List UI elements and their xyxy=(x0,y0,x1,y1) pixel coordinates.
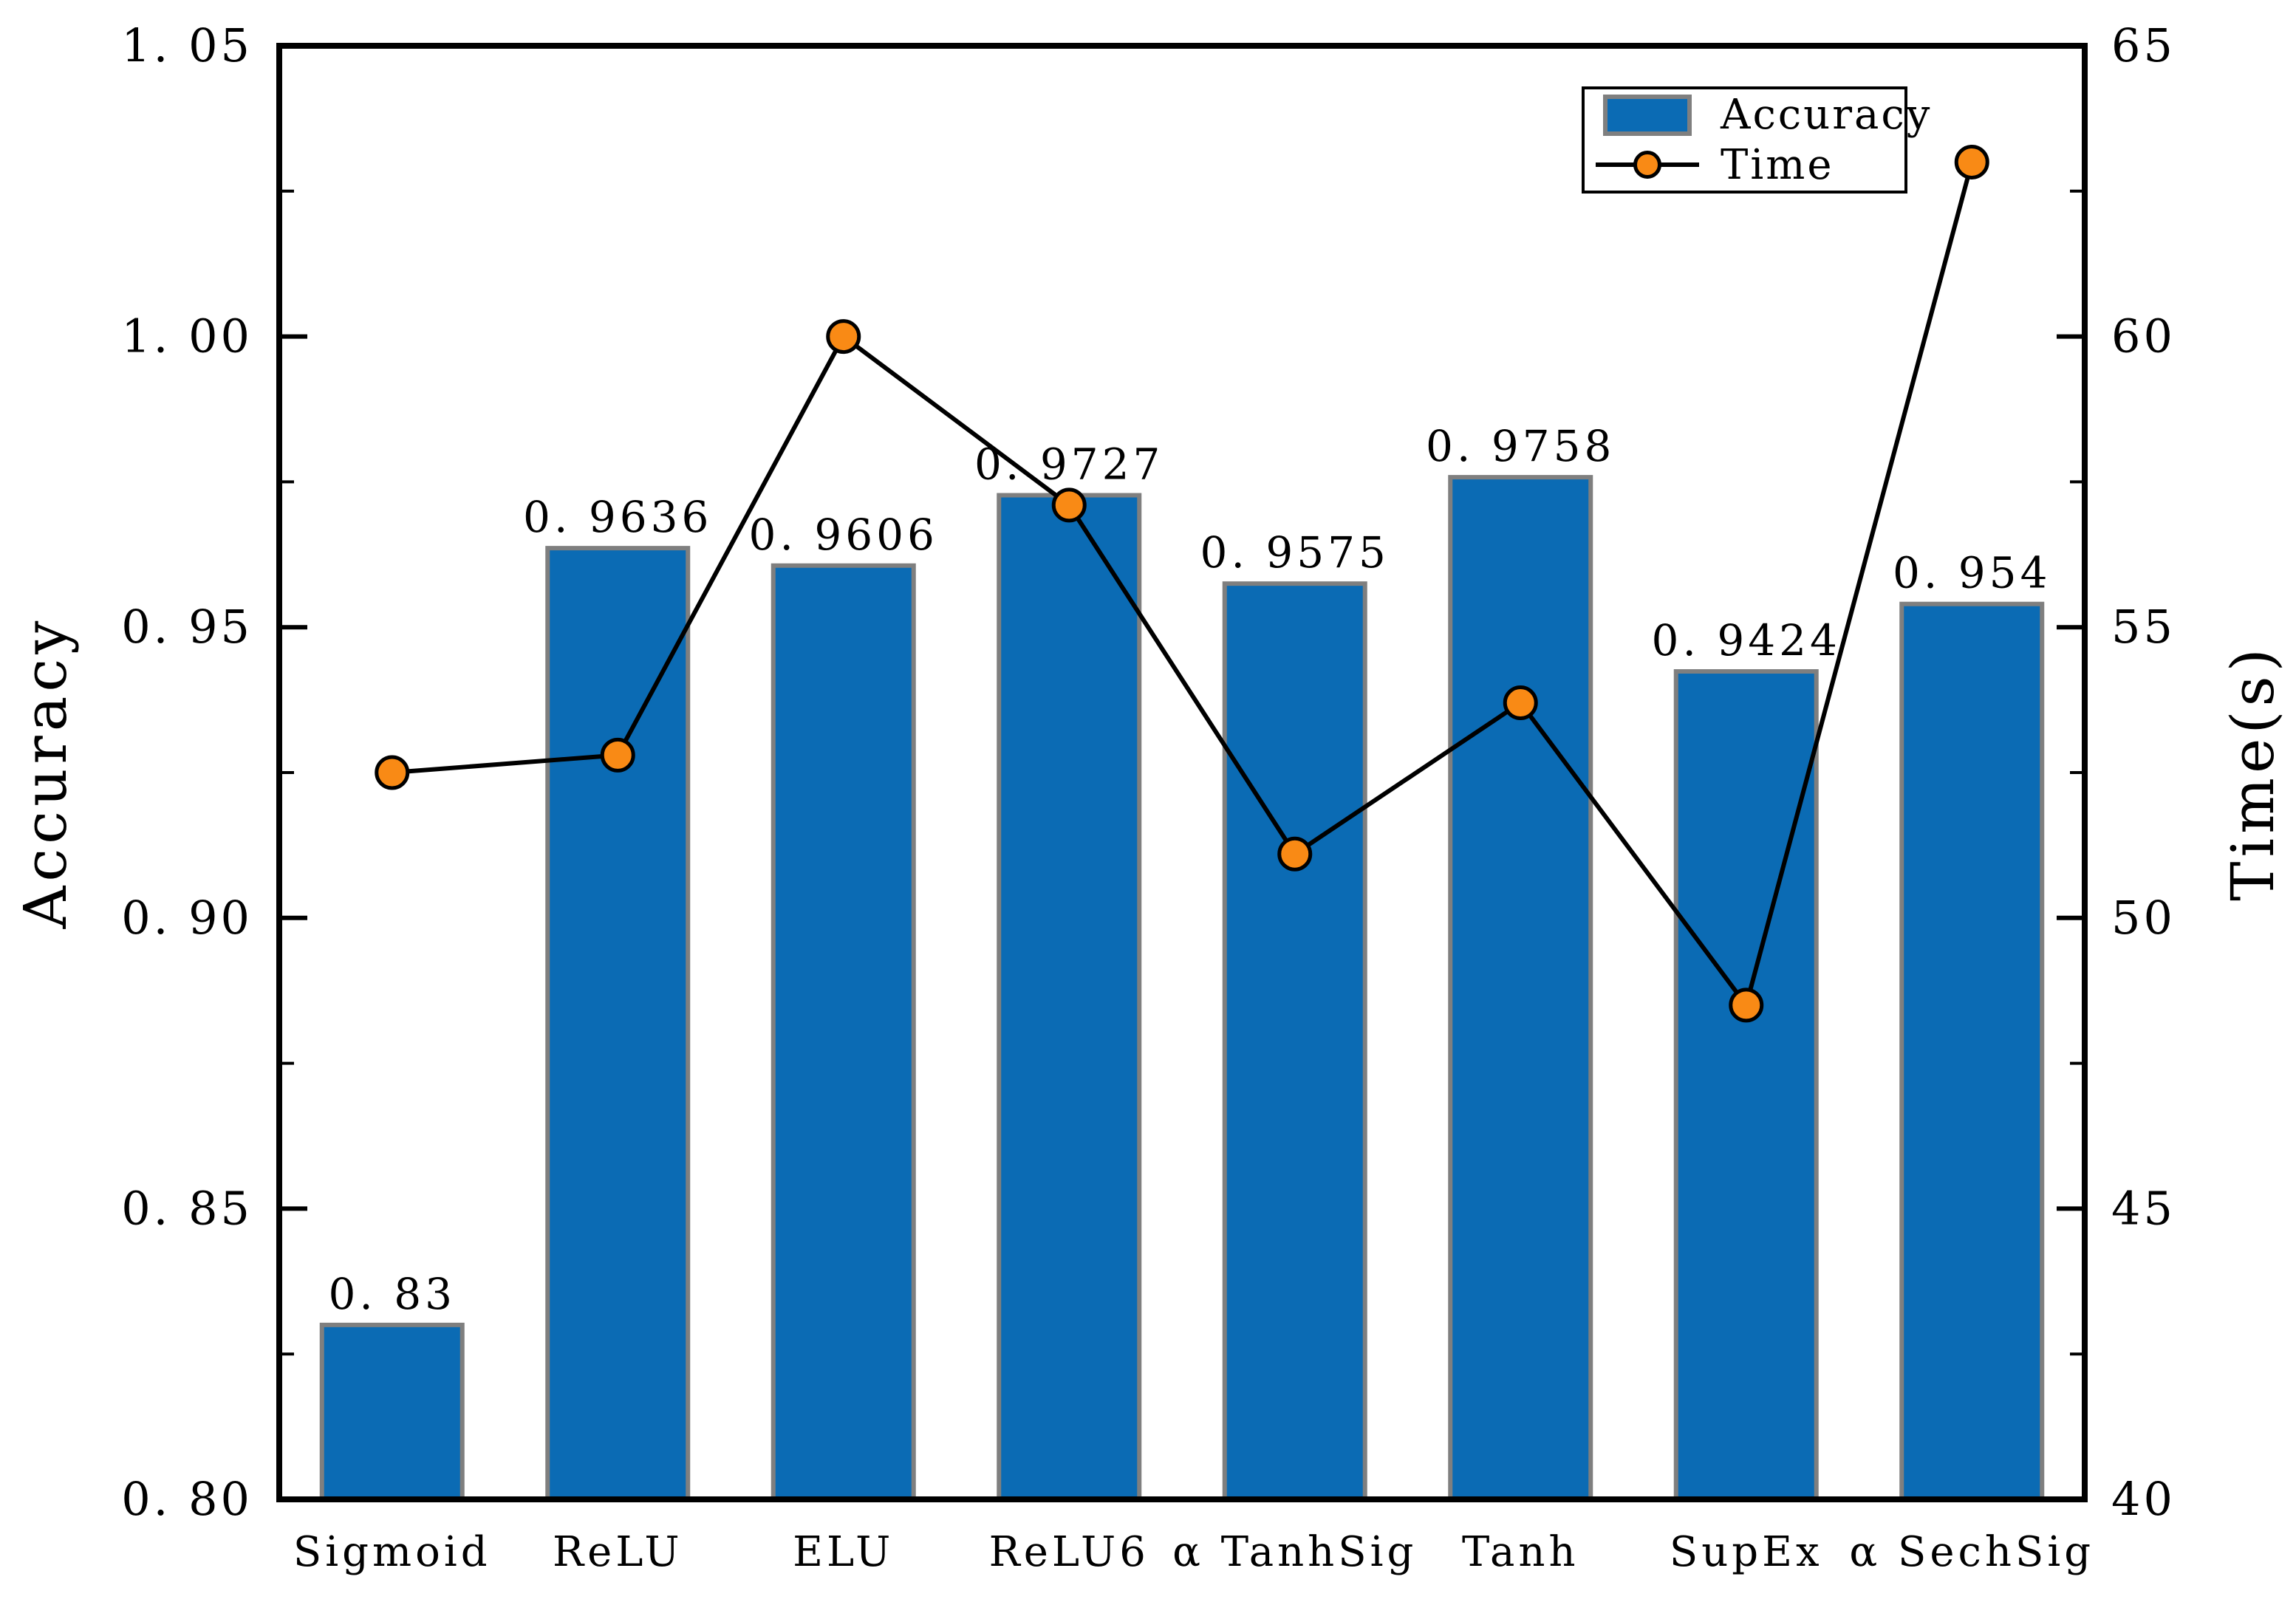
x-tick-label-0: Sigmoid xyxy=(293,1528,491,1576)
right-axis-title: Time(s) xyxy=(2218,644,2287,901)
right-tick-label-4: 45 xyxy=(2111,1181,2176,1235)
right-tick-label-2: 55 xyxy=(2111,600,2176,654)
bar-6 xyxy=(1673,669,1819,1502)
bar-value-label-2: 0. 9606 xyxy=(749,510,938,560)
legend-entry-accuracy: Accuracy xyxy=(1585,91,1930,140)
time-marker-1 xyxy=(600,737,635,773)
bar-value-label-5: 0. 9758 xyxy=(1426,421,1615,471)
time-marker-3 xyxy=(1051,487,1087,523)
right-tick-label-1: 60 xyxy=(2111,309,2176,363)
bar-3 xyxy=(997,493,1142,1502)
left-tick-label-3: 0. 90 xyxy=(121,891,253,945)
right-tick-label-0: 65 xyxy=(2111,18,2176,72)
right-tick-label-3: 50 xyxy=(2111,891,2176,945)
right-tick-label-5: 40 xyxy=(2111,1472,2176,1526)
accuracy-swatch-key xyxy=(1585,94,1710,136)
time-marker-7 xyxy=(1954,144,1989,179)
left-tick-label-2: 0. 95 xyxy=(121,600,253,654)
bar-value-label-7: 0. 954 xyxy=(1893,548,2051,598)
time-line xyxy=(392,161,1975,1010)
circle-marker-icon xyxy=(1633,151,1661,179)
bar-7 xyxy=(1899,601,2045,1502)
left-tick-label-4: 0. 85 xyxy=(121,1181,253,1235)
x-tick-label-7: α SechSig xyxy=(1849,1528,2094,1576)
x-tick-label-2: ELU xyxy=(793,1528,894,1576)
x-tick-label-3: ReLU6 xyxy=(989,1528,1149,1576)
bar-1 xyxy=(545,546,691,1502)
legend-label-accuracy: Accuracy xyxy=(1721,91,1933,140)
time-marker-2 xyxy=(826,319,861,355)
left-axis-title: Accuracy xyxy=(11,616,80,929)
left-tick-label-5: 0. 80 xyxy=(121,1472,253,1526)
bar-swatch-icon xyxy=(1603,94,1692,136)
legend-entry-time: Time xyxy=(1585,140,1904,189)
bar-value-label-4: 0. 9575 xyxy=(1200,527,1390,578)
line-swatch-icon xyxy=(1596,151,1699,179)
time-marker-key xyxy=(1585,151,1710,179)
x-tick-label-6: SupEx xyxy=(1670,1528,1823,1576)
legend-label-time: Time xyxy=(1721,140,1834,189)
bar-4 xyxy=(1222,581,1367,1502)
x-tick-label-5: Tanh xyxy=(1462,1528,1579,1576)
time-marker-6 xyxy=(1729,988,1764,1023)
time-marker-5 xyxy=(1503,685,1538,721)
bar-value-label-1: 0. 9636 xyxy=(523,492,712,542)
left-tick-label-0: 1. 05 xyxy=(121,18,253,72)
bar-5 xyxy=(1448,475,1593,1502)
bar-value-label-6: 0. 9424 xyxy=(1652,615,1841,665)
bar-2 xyxy=(771,563,916,1502)
time-marker-0 xyxy=(375,755,410,790)
bar-value-label-0: 0. 83 xyxy=(328,1269,456,1319)
bar-0 xyxy=(319,1322,465,1502)
legend: Accuracy Time xyxy=(1582,86,1930,194)
x-tick-label-1: ReLU xyxy=(553,1528,683,1576)
time-marker-4 xyxy=(1277,836,1313,872)
plot-frame xyxy=(276,43,2088,1502)
left-tick-label-1: 1. 00 xyxy=(121,309,253,363)
bar-value-label-3: 0. 9727 xyxy=(974,439,1164,490)
x-tick-label-4: α TanhSig xyxy=(1172,1528,1417,1576)
